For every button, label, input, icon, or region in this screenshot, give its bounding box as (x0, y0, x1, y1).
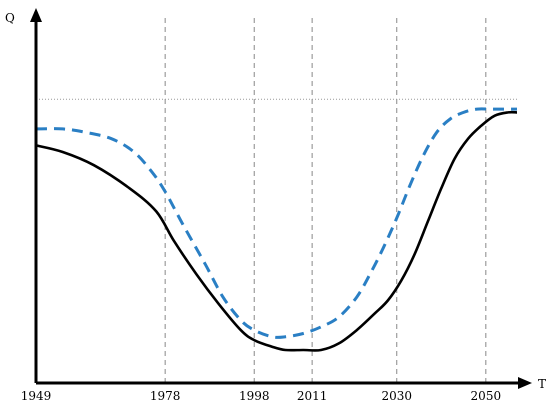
dashed-series-line (35, 107, 517, 339)
x-tick-label-1949: 1949 (21, 389, 52, 403)
x-axis-arrowhead (518, 377, 532, 389)
x-tick-label-2011: 2011 (297, 389, 328, 403)
x-tick-label-2050: 2050 (471, 389, 502, 403)
y-axis-arrowhead (30, 8, 42, 22)
x-axis-label: T (538, 377, 546, 391)
x-tick-label-1978: 1978 (150, 389, 181, 403)
y-axis-label: Q (5, 11, 15, 25)
x-tick-label-1998: 1998 (239, 389, 270, 403)
solid-series-line (35, 110, 518, 352)
series-layer (35, 107, 518, 352)
vertical-guide-lines (164, 18, 487, 383)
x-tick-labels: 1949 1978 1998 2011 2030 2050 (21, 389, 501, 403)
x-tick-label-2030: 2030 (381, 389, 412, 403)
